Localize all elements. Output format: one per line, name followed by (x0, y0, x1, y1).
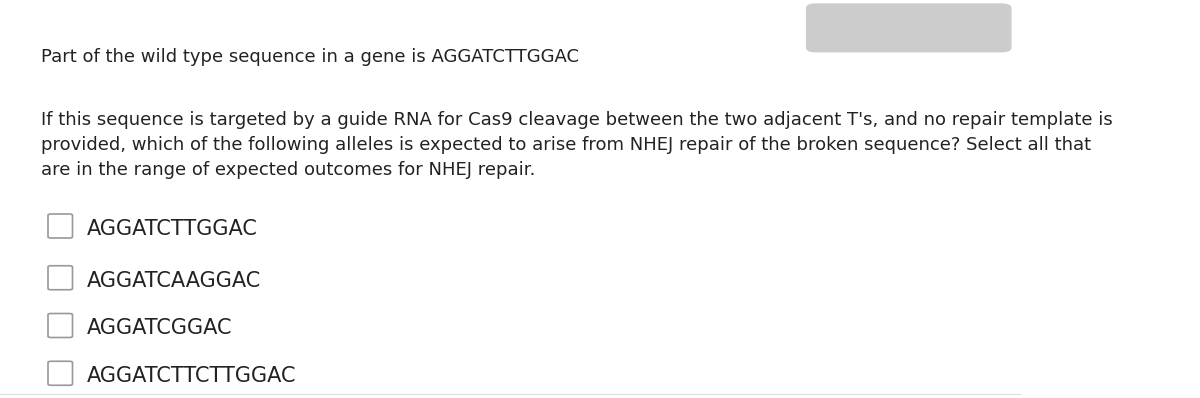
FancyBboxPatch shape (806, 4, 1010, 52)
FancyBboxPatch shape (48, 266, 72, 290)
Text: Part of the wild type sequence in a gene is AGGATCTTGGAC: Part of the wild type sequence in a gene… (41, 48, 578, 66)
FancyBboxPatch shape (48, 314, 72, 338)
Text: AGGATCTTCTTGGAC: AGGATCTTCTTGGAC (86, 366, 296, 386)
Text: AGGATCTTGGAC: AGGATCTTGGAC (86, 219, 258, 239)
Text: If this sequence is targeted by a guide RNA for Cas9 cleavage between the two ad: If this sequence is targeted by a guide … (41, 111, 1112, 179)
FancyBboxPatch shape (48, 361, 72, 385)
FancyBboxPatch shape (48, 214, 72, 238)
Text: AGGATCAAGGAC: AGGATCAAGGAC (86, 271, 262, 291)
Text: AGGATCGGAC: AGGATCGGAC (86, 318, 233, 338)
